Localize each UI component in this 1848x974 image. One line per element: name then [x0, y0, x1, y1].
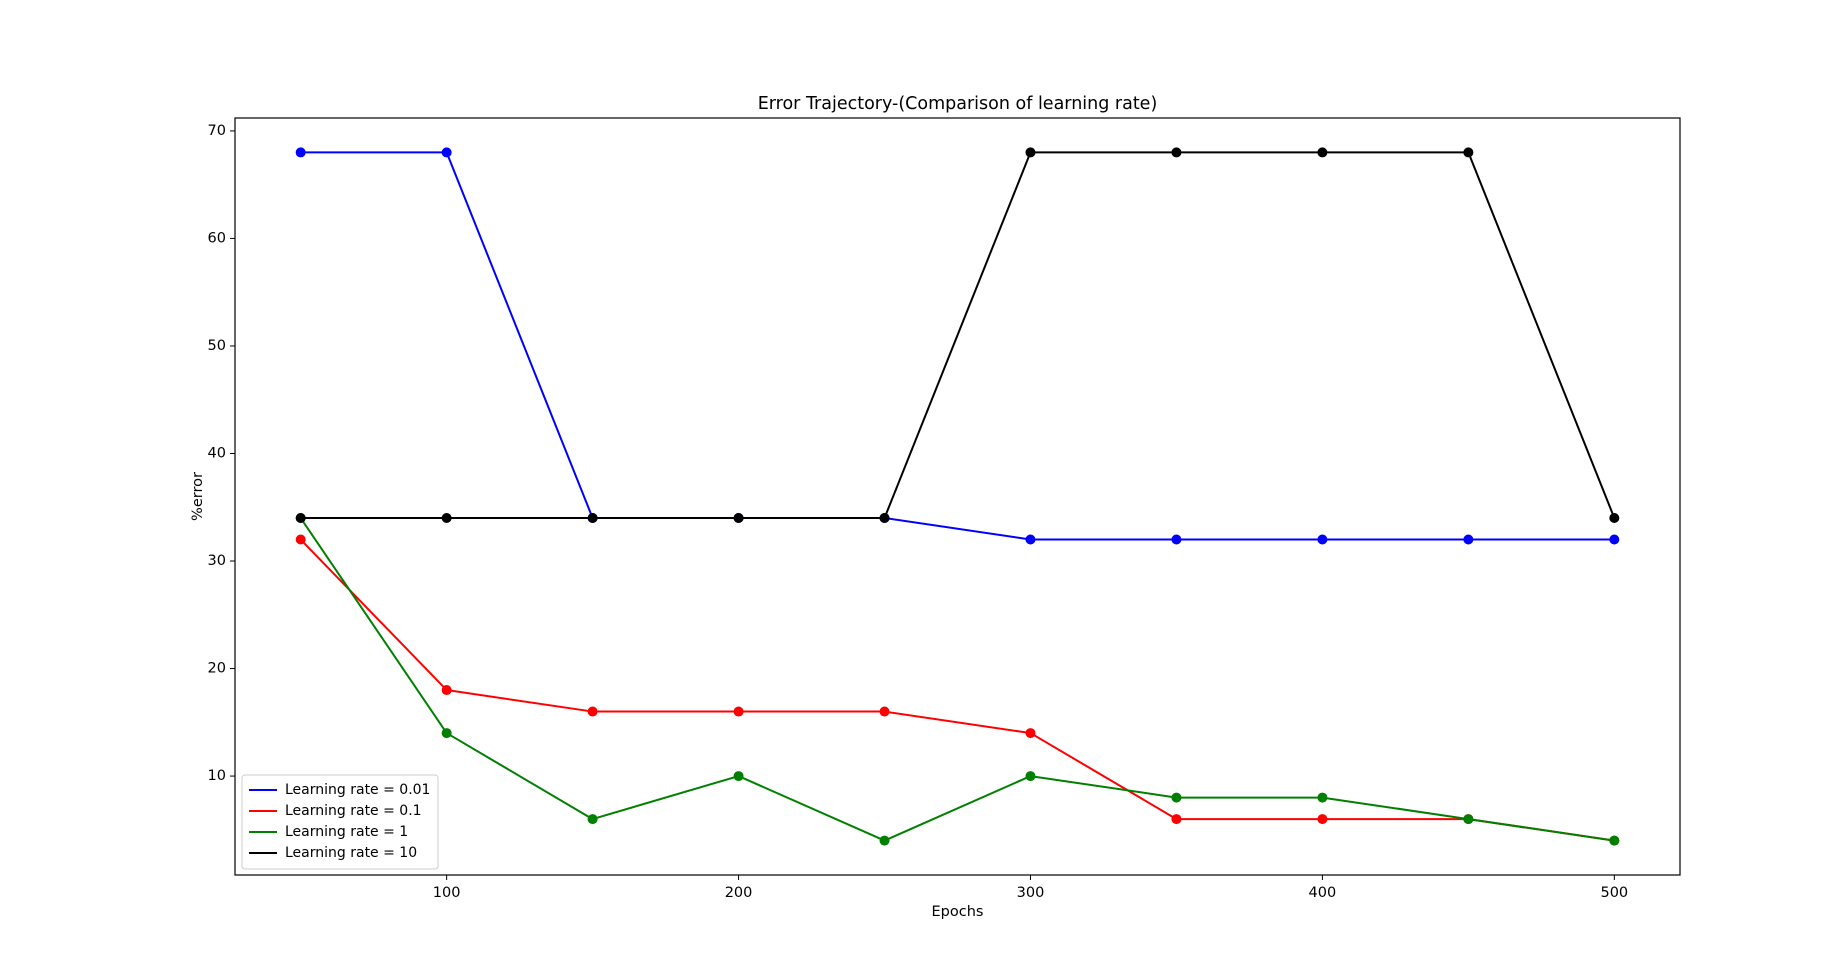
x-tick-label: 500: [1600, 885, 1628, 901]
series-line: [300, 151, 1616, 520]
x-axis-label: Epochs: [932, 904, 984, 920]
data-point: [1609, 835, 1620, 846]
data-point: [1317, 814, 1328, 825]
data-point: [1171, 814, 1182, 825]
legend-entry: Learning rate = 1: [285, 824, 408, 840]
data-point: [1025, 534, 1036, 545]
series-line: [300, 151, 1615, 541]
legend: Learning rate = 0.01 Learning rate = 0.1 L…: [241, 774, 439, 870]
series-line: [299, 517, 1615, 842]
data-point: [1317, 147, 1328, 158]
data-point: [441, 513, 452, 524]
y-tick-label: 50: [208, 338, 226, 354]
data-point: [733, 771, 744, 782]
y-axis-label: %error: [190, 472, 206, 521]
data-point: [1171, 147, 1182, 158]
legend-entry: Learning rate = 0.01: [285, 782, 430, 798]
data-point: [587, 706, 598, 717]
data-point: [1463, 534, 1474, 545]
data-point: [1463, 814, 1474, 825]
chart-title: Error Trajectory-(Comparison of learning…: [758, 94, 1158, 114]
y-tick-label: 10: [208, 768, 226, 784]
data-point: [587, 513, 598, 524]
series-4: [295, 147, 1620, 524]
x-tick-label: 200: [725, 885, 753, 901]
data-point: [733, 706, 744, 717]
y-tick-label: 40: [208, 445, 226, 461]
y-axis: 10 20 30 40 50 60 70: [208, 123, 235, 784]
data-point: [879, 513, 890, 524]
data-point: [441, 685, 452, 696]
plot-frame: [234, 117, 1681, 876]
data-point: [1609, 513, 1620, 524]
data-point: [587, 814, 598, 825]
series-layer: [295, 147, 1620, 846]
data-point: [1463, 147, 1474, 158]
data-point: [441, 728, 452, 739]
data-point: [1025, 147, 1036, 158]
data-point: [295, 534, 306, 545]
x-axis: 100 200 300 400 500: [433, 875, 1628, 901]
y-tick-label: 20: [208, 661, 226, 677]
data-point: [1317, 792, 1328, 803]
data-point: [1025, 771, 1036, 782]
y-tick-label: 70: [208, 123, 226, 139]
data-point: [441, 147, 452, 158]
y-tick-label: 30: [208, 553, 226, 569]
data-point: [1025, 728, 1036, 739]
legend-entry: Learning rate = 10: [285, 845, 417, 861]
data-point: [1171, 534, 1182, 545]
x-tick-label: 300: [1017, 885, 1045, 901]
data-point: [1317, 534, 1328, 545]
data-point: [1171, 792, 1182, 803]
x-tick-label: 400: [1309, 885, 1337, 901]
legend-entry: Learning rate = 0.1: [285, 803, 422, 819]
y-tick-label: 60: [208, 230, 226, 246]
data-point: [879, 706, 890, 717]
data-point: [733, 513, 744, 524]
legend-box: [241, 774, 439, 870]
x-tick-label: 100: [433, 885, 461, 901]
series-line: [299, 538, 1615, 842]
data-point: [295, 513, 306, 524]
data-point: [879, 835, 890, 846]
data-point: [295, 147, 306, 158]
data-point: [1609, 534, 1620, 545]
